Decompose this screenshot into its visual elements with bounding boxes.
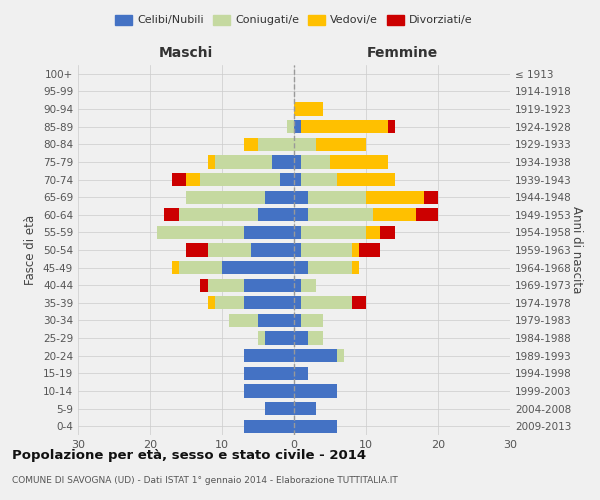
Bar bbox=[294, 226, 301, 239]
Bar bbox=[200, 278, 208, 292]
Bar bbox=[352, 244, 359, 256]
Bar bbox=[258, 332, 265, 344]
Bar bbox=[366, 190, 424, 204]
Bar bbox=[172, 261, 179, 274]
Bar bbox=[186, 244, 208, 256]
Text: Femmine: Femmine bbox=[367, 46, 437, 60]
Bar bbox=[373, 208, 416, 222]
Bar bbox=[294, 244, 301, 256]
Bar bbox=[301, 120, 388, 134]
Y-axis label: Fasce di età: Fasce di età bbox=[25, 215, 37, 285]
Bar bbox=[272, 156, 294, 168]
Bar bbox=[244, 278, 294, 292]
Bar bbox=[294, 402, 316, 415]
Bar bbox=[366, 226, 380, 239]
Bar bbox=[359, 244, 380, 256]
Bar bbox=[294, 278, 301, 292]
Text: COMUNE DI SAVOGNA (UD) - Dati ISTAT 1° gennaio 2014 - Elaborazione TUTTITALIA.IT: COMUNE DI SAVOGNA (UD) - Dati ISTAT 1° g… bbox=[12, 476, 398, 485]
Bar bbox=[388, 120, 395, 134]
Bar bbox=[301, 278, 316, 292]
Bar bbox=[301, 314, 323, 327]
Bar bbox=[164, 208, 179, 222]
Bar bbox=[244, 226, 294, 239]
Bar bbox=[301, 226, 366, 239]
Bar bbox=[337, 173, 395, 186]
Bar bbox=[244, 366, 294, 380]
Bar bbox=[294, 366, 308, 380]
Bar bbox=[316, 138, 366, 151]
Bar bbox=[179, 261, 222, 274]
Bar bbox=[244, 296, 294, 310]
Bar bbox=[330, 156, 388, 168]
Bar bbox=[424, 190, 438, 204]
Bar bbox=[294, 102, 323, 116]
Bar bbox=[294, 190, 308, 204]
Bar bbox=[337, 349, 344, 362]
Bar bbox=[294, 314, 301, 327]
Bar bbox=[294, 261, 308, 274]
Bar bbox=[416, 208, 438, 222]
Bar bbox=[294, 420, 337, 433]
Bar bbox=[215, 296, 244, 310]
Bar bbox=[308, 190, 366, 204]
Bar bbox=[215, 156, 272, 168]
Bar bbox=[294, 296, 301, 310]
Bar bbox=[200, 173, 280, 186]
Bar bbox=[294, 332, 308, 344]
Bar bbox=[265, 332, 294, 344]
Text: Popolazione per età, sesso e stato civile - 2014: Popolazione per età, sesso e stato civil… bbox=[12, 450, 366, 462]
Bar bbox=[265, 190, 294, 204]
Bar bbox=[186, 173, 200, 186]
Bar bbox=[294, 156, 301, 168]
Bar bbox=[244, 138, 258, 151]
Bar bbox=[294, 384, 337, 398]
Bar bbox=[208, 278, 244, 292]
Bar bbox=[301, 244, 352, 256]
Bar bbox=[294, 120, 301, 134]
Bar bbox=[294, 173, 301, 186]
Bar bbox=[308, 208, 373, 222]
Bar bbox=[244, 384, 294, 398]
Bar bbox=[352, 261, 359, 274]
Bar bbox=[229, 314, 258, 327]
Bar bbox=[258, 208, 294, 222]
Legend: Celibi/Nubili, Coniugati/e, Vedovi/e, Divorziati/e: Celibi/Nubili, Coniugati/e, Vedovi/e, Di… bbox=[111, 10, 477, 30]
Bar bbox=[222, 261, 294, 274]
Bar bbox=[280, 173, 294, 186]
Bar bbox=[265, 402, 294, 415]
Bar bbox=[380, 226, 395, 239]
Bar bbox=[294, 208, 308, 222]
Bar bbox=[258, 314, 294, 327]
Bar bbox=[244, 349, 294, 362]
Bar bbox=[172, 173, 186, 186]
Bar bbox=[308, 261, 352, 274]
Bar bbox=[208, 156, 215, 168]
Bar bbox=[208, 244, 251, 256]
Bar bbox=[301, 296, 352, 310]
Bar bbox=[251, 244, 294, 256]
Bar bbox=[308, 332, 323, 344]
Bar bbox=[208, 296, 215, 310]
Y-axis label: Anni di nascita: Anni di nascita bbox=[570, 206, 583, 294]
Bar bbox=[352, 296, 366, 310]
Bar bbox=[244, 420, 294, 433]
Text: Maschi: Maschi bbox=[159, 46, 213, 60]
Bar bbox=[301, 173, 337, 186]
Bar bbox=[179, 208, 258, 222]
Bar bbox=[258, 138, 294, 151]
Bar bbox=[294, 138, 316, 151]
Bar bbox=[301, 156, 330, 168]
Bar bbox=[157, 226, 244, 239]
Bar bbox=[186, 190, 265, 204]
Bar bbox=[294, 349, 337, 362]
Bar bbox=[287, 120, 294, 134]
